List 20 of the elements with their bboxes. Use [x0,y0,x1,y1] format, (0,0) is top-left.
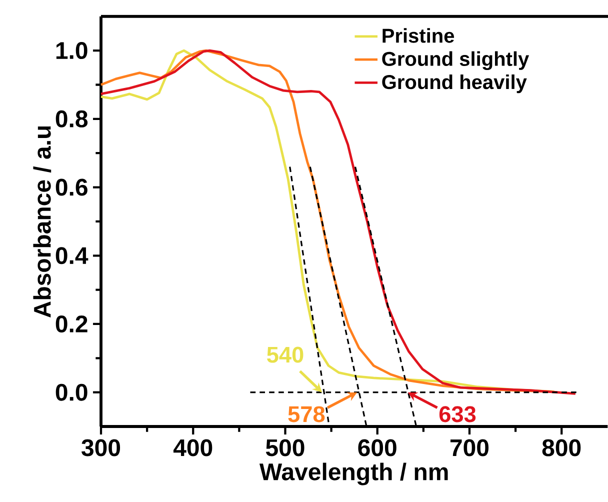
y-tick-label: 0.4 [56,247,88,264]
x-tick-label: 700 [450,439,489,456]
x-tick-label: 300 [82,439,120,456]
x-tick-label: 800 [542,439,581,456]
y-tick-label: 0.2 [56,315,88,332]
annotation: 578 [288,406,325,422]
x-tick-label: 400 [173,439,212,456]
legend-label: Pristine [382,28,454,43]
annotation: 540 [267,346,304,363]
x-tick-label: 600 [358,439,396,456]
y-axis-title: Absorbance / a.u [33,126,52,318]
legend-label: Ground heavily [382,74,527,94]
annotation: 633 [439,406,476,422]
y-tick-label: 0.6 [56,178,88,196]
legend-label: Ground slightly [382,51,530,70]
y-tick-label: 0.8 [56,110,88,128]
x-tick-label: 500 [266,439,304,456]
x-axis-title: Wavelength / nm [259,462,448,486]
y-tick-label: 1.0 [56,42,88,60]
y-tick-label: 0.0 [56,384,88,401]
